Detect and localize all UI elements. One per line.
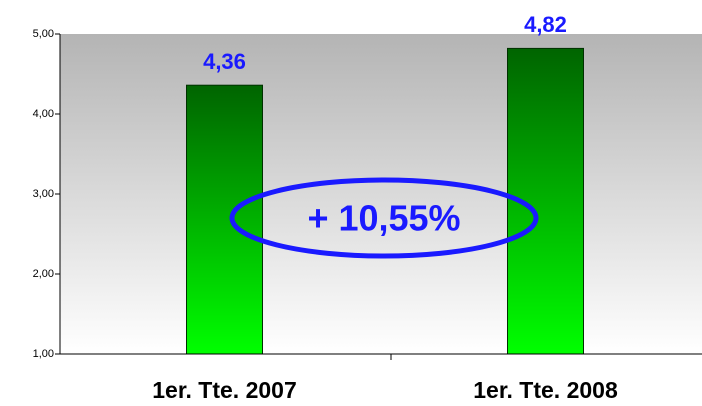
annotation: + 10,55% <box>307 198 460 239</box>
value-label: 4,36 <box>203 49 246 74</box>
y-tick-label: 3,00 <box>33 188 54 200</box>
y-tick-label: 2,00 <box>33 268 54 280</box>
y-tick-label: 1,00 <box>33 348 54 360</box>
x-tick-label: 1er. Tte. 2008 <box>473 377 618 403</box>
y-tick-label: 4,00 <box>33 108 54 120</box>
x-tick-label: 1er. Tte. 2007 <box>152 377 297 403</box>
highlight-ellipse <box>229 177 539 259</box>
plot-area <box>60 34 702 354</box>
value-label: 4,82 <box>524 12 567 37</box>
bar <box>186 84 263 355</box>
y-tick-label: 5,00 <box>33 28 54 40</box>
